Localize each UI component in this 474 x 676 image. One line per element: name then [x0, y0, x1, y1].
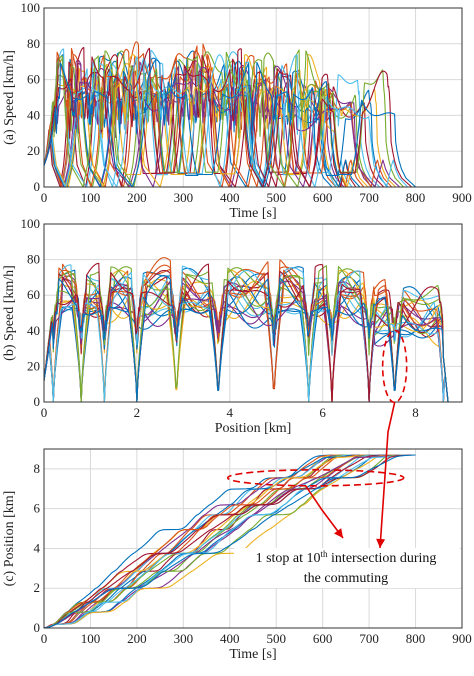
panel-c-trip-line	[43, 454, 412, 629]
panel-c-x-tick-label: 100	[81, 631, 101, 646]
panel-b-frame	[43, 223, 463, 403]
panel-b-x-tick-label: 0	[41, 405, 48, 420]
panel-a-y-tick-label: 20	[27, 143, 40, 158]
panel-b-y-tick-label: 60	[27, 287, 40, 302]
panel-c-x-tick-label: 700	[359, 631, 379, 646]
panel-c-x-tick-label: 0	[41, 631, 48, 646]
panel-a-x-tick-label: 600	[313, 190, 333, 205]
panel-c-y-axis-label: (c) Position [km]	[2, 491, 17, 587]
panel-a-trip-line	[43, 41, 365, 188]
panel-a-tick-labels: 0 100 200 300 400 500 600 700 800 900 0 20 40 60 80 100	[21, 0, 472, 205]
panel-a-y-tick-label: 40	[27, 107, 40, 122]
annotation-arrowhead-1	[376, 538, 386, 548]
panel-a-y-tick-label: 80	[27, 36, 40, 51]
panel-b-x-tick-label: 8	[412, 405, 419, 420]
panel-a-trip-line	[43, 50, 377, 188]
panel-b-x-tick-label: 6	[319, 405, 326, 420]
panel-c-x-tick-label: 800	[406, 631, 426, 646]
annotation-arrow-from-panel-b	[379, 402, 396, 549]
panel-b-trip-line	[43, 270, 449, 403]
panel-c-trip-line	[43, 454, 388, 629]
panel-a-x-axis-label: Time [s]	[229, 206, 276, 221]
panel-c-tick-labels: 0 100 200 300 400 500 600 700 800 900 0 2 4 6 8	[34, 461, 472, 646]
panel-a-trip-line	[43, 59, 416, 188]
annotation-text-line-2: the commuting	[304, 571, 388, 586]
panel-c-trip-line	[43, 454, 408, 629]
panel-b-y-axis-label: (b) Speed [km/h]	[2, 265, 17, 361]
panel-c-trip-line	[43, 454, 392, 629]
panel-b-y-tick-label: 0	[34, 394, 41, 409]
panel-b-y-tick-label: 80	[27, 252, 40, 267]
panel-b-trip-line	[43, 275, 449, 403]
panel-b-trip-line	[43, 269, 449, 403]
panel-c-trip-line	[43, 454, 336, 629]
panel-a-frame	[43, 7, 463, 188]
panel-c-trip-line	[43, 454, 396, 629]
panel-a-x-tick-label: 500	[266, 190, 286, 205]
panel-a-x-tick-label: 800	[406, 190, 426, 205]
panel-a-trip-line	[43, 54, 409, 188]
panel-a-trip-line	[43, 54, 385, 188]
panel-c-y-tick-label: 2	[34, 580, 41, 595]
panel-a-x-tick-label: 400	[220, 190, 240, 205]
panel-b-trip-line	[43, 284, 449, 403]
panel-a-trip-line	[43, 65, 400, 188]
panel-c-y-tick-label: 8	[34, 461, 41, 476]
panel-c-y-tick-label: 6	[34, 501, 41, 516]
panel-b-y-tick-label: 20	[27, 358, 40, 373]
panel-c-x-tick-label: 900	[452, 631, 472, 646]
panel-b-trip-line	[43, 269, 449, 403]
annotation-arrow-from-panel-c	[305, 485, 344, 539]
panel-c-trip-line	[43, 454, 416, 629]
annotation-text-part-1: 1 stop at 10	[256, 551, 321, 566]
panel-b-x-axis-label: Position [km]	[215, 421, 292, 436]
panel-a-trip-lines	[43, 41, 416, 188]
panel-c-x-axis-label: Time [s]	[229, 647, 276, 662]
highlight-ellipse-panel-c	[226, 469, 405, 487]
panel-c-x-tick-label: 200	[127, 631, 147, 646]
panel-a-y-axis-label: (a) Speed [km/h]	[2, 50, 17, 145]
panel-c-trip-line	[43, 454, 380, 629]
panel-b-trip-line	[43, 266, 449, 403]
panel-a-y-tick-label: 100	[21, 0, 41, 15]
annotation-text-background	[234, 548, 460, 588]
annotation-arrowhead-2	[334, 528, 343, 538]
panel-a-trip-line	[43, 60, 361, 188]
panel-a-speed-vs-time: 0 100 200 300 400 500 600 700 800 900 0 20 40 60 80 100…	[2, 0, 472, 221]
panel-c-x-tick-label: 600	[313, 631, 333, 646]
panel-b-trip-lines	[43, 257, 449, 403]
panel-b-trip-line	[43, 264, 449, 403]
panel-b-x-tick-label: 2	[134, 405, 141, 420]
panel-c-y-tick-label: 0	[34, 620, 41, 635]
panel-b-trip-line	[43, 262, 449, 403]
annotation-text-line-1: 1 stop at 10th intersection during	[256, 549, 437, 566]
panel-c-x-tick-label: 400	[220, 631, 240, 646]
panel-c-trip-lines	[43, 454, 416, 629]
panel-a-x-tick-label: 0	[41, 190, 48, 205]
panel-c-y-tick-label: 4	[34, 540, 41, 555]
panel-b-y-tick-label: 40	[27, 323, 40, 338]
annotation-text-part-2: intersection during	[328, 551, 437, 566]
panel-a-x-tick-label: 100	[81, 190, 101, 205]
panel-a-x-tick-label: 700	[359, 190, 379, 205]
annotation-text-superscript: th	[321, 549, 329, 559]
panel-c-x-tick-label: 500	[266, 631, 286, 646]
panel-a-x-tick-label: 300	[174, 190, 194, 205]
panel-c-x-tick-label: 300	[174, 631, 194, 646]
panel-c-frame	[43, 448, 463, 629]
panel-c-position-vs-time: 0 100 200 300 400 500 600 700 800 900 0 2 4 6 8 Time […	[2, 448, 472, 662]
panel-b-y-tick-label: 100	[21, 216, 41, 231]
panel-a-trip-line	[43, 47, 412, 188]
panel-a-y-tick-label: 60	[27, 72, 40, 87]
panel-b-x-tick-label: 4	[227, 405, 234, 420]
panel-a-x-tick-label: 200	[127, 190, 147, 205]
panel-a-y-tick-label: 0	[34, 179, 41, 194]
annotations: 1 stop at 10th intersection during the c…	[226, 329, 460, 588]
panel-a-x-tick-label: 900	[452, 190, 472, 205]
